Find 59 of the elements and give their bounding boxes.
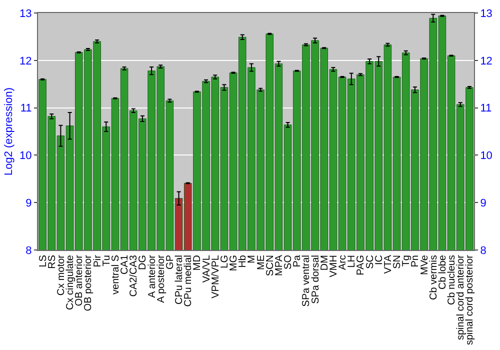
x-tick-label: DG: [138, 254, 149, 270]
x-tick-label: SPa dorsal: [310, 255, 322, 304]
x-tick-label: M: [246, 255, 258, 264]
x-tick-label: ventral S: [110, 254, 122, 294]
x-tick-label: MPA: [274, 254, 285, 276]
x-tick-label: SCN: [264, 255, 276, 276]
x-tick-label: Cb lobe: [437, 254, 448, 290]
x-tick-label: LS: [38, 254, 49, 268]
x-tick-label: Cx cingulate: [65, 254, 76, 310]
x-tick-label: VA/VL: [201, 254, 212, 283]
x-tick-label: VTA: [382, 254, 394, 274]
x-tick-label: spinal cord anterior: [456, 254, 467, 340]
x-tick-label: A posterior: [156, 254, 167, 303]
x-tick-label: A anterior: [146, 254, 158, 298]
x-tick-label: LG: [219, 254, 230, 268]
y-tick-label: 13: [20, 8, 32, 20]
x-tick-label: IC: [374, 255, 385, 265]
x-tick-label: Pir: [92, 254, 104, 268]
y2-tick-label: 8: [480, 244, 486, 257]
x-tick-label: SC: [364, 255, 376, 269]
x-tick-label: GP: [164, 254, 176, 270]
y2-tick-label: 13: [480, 8, 492, 20]
y-tick-label: 9: [26, 197, 32, 210]
x-tick-label: SO: [283, 254, 294, 270]
x-tick-label: Tu: [101, 255, 112, 266]
x-tick-label: Pa: [292, 254, 304, 268]
y2-tick-label: 9: [480, 197, 486, 210]
x-tick-label: CA1: [120, 254, 131, 274]
x-tick-label: OB anterior: [74, 254, 86, 306]
x-tick-label: SPa ventral: [301, 255, 312, 307]
x-tick-label: MD: [192, 255, 204, 271]
x-tick-label: Cx motor: [56, 254, 67, 296]
x-tick-label: spinal cord posterior: [464, 254, 476, 346]
x-tick-label: SN: [392, 255, 404, 269]
x-tick-label: CPu medial: [183, 255, 194, 307]
x-tick-label: VPM/VPL: [210, 254, 222, 298]
x-tick-label: VMH: [328, 255, 340, 278]
y-tick-label: 12: [20, 55, 32, 68]
y2-tick-label: 11: [480, 102, 492, 115]
x-tick-label: Hb: [238, 254, 249, 268]
x-tick-label: Cb vermis: [428, 255, 440, 300]
x-tick-label: ME: [256, 254, 267, 270]
x-tick-label: OB posterior: [83, 254, 94, 312]
x-tick-label: PAG: [356, 254, 367, 276]
x-tick-label: MVe: [419, 254, 430, 276]
y2-tick-label: 10: [480, 150, 492, 162]
x-tick-label: Pn: [410, 255, 422, 268]
x-tick-label: Tg: [401, 255, 412, 267]
y-tick-label: 8: [26, 244, 32, 257]
y-axis-title: Log2 (expression): [3, 87, 16, 176]
x-tick-label: Cb nucleus: [446, 255, 458, 306]
x-tick-label: RS: [46, 254, 58, 269]
x-tick-label: Arc: [338, 255, 349, 270]
y-tick-label: 10: [20, 150, 32, 162]
y-tick-label: 11: [20, 102, 32, 115]
x-tick-label: DM: [319, 255, 330, 271]
y2-tick-label: 12: [480, 55, 492, 68]
x-tick-label: LH: [346, 255, 358, 268]
x-tick-label: CA2/CA3: [128, 254, 140, 297]
